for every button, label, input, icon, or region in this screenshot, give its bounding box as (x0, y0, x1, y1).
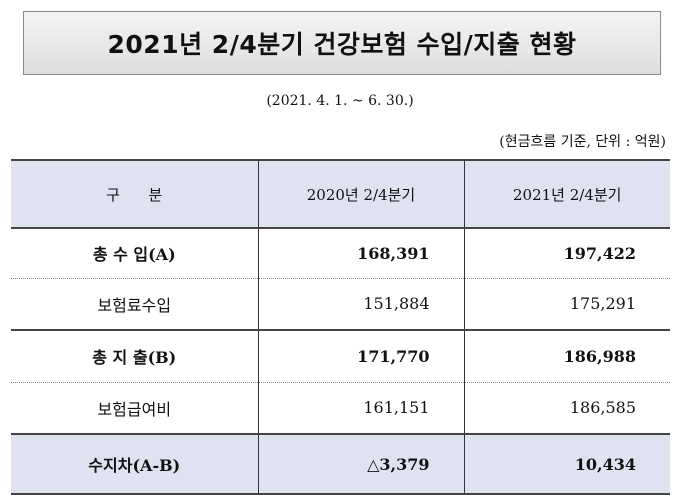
row-label: 보험급여비 (11, 382, 259, 435)
row-label: 총 지 출(B) (11, 330, 259, 383)
row-label: 수지차(A-B) (11, 434, 259, 495)
table-row-balance: 수지차(A-B) △3,379 10,434 (11, 434, 670, 495)
header-category: 구 분 (11, 159, 259, 229)
value-2020: 171,770 (258, 330, 465, 383)
table-row-insurance-benefits: 보험급여비 161,151 186,585 (11, 382, 670, 435)
table-header-row: 구 분 2020년 2/4분기 2021년 2/4분기 (11, 159, 670, 229)
value-2021: 186,988 (464, 330, 670, 383)
row-label: 총 수 입(A) (11, 228, 259, 279)
header-2021q2: 2021년 2/4분기 (464, 159, 670, 229)
table-row-total-expense: 총 지 출(B) 171,770 186,988 (11, 330, 670, 383)
page-title: 2021년 2/4분기 건강보험 수입/지출 현황 (23, 11, 661, 75)
value-2020: 151,884 (258, 278, 465, 331)
period-range: (2021. 4. 1. ~ 6. 30.) (266, 93, 414, 109)
revenue-expense-table: 구 분 2020년 2/4분기 2021년 2/4분기 총 수 입(A) 168… (11, 159, 670, 495)
value-2021: 186,585 (464, 382, 670, 435)
value-2020: △3,379 (258, 434, 465, 495)
header-2020q2: 2020년 2/4분기 (258, 159, 465, 229)
table-row-total-income: 총 수 입(A) 168,391 197,422 (11, 228, 670, 279)
table-row-premium-income: 보험료수입 151,884 175,291 (11, 278, 670, 331)
value-2021: 175,291 (464, 278, 670, 331)
unit-note: (현금흐름 기준, 단위 : 억원) (499, 134, 666, 150)
value-2021: 10,434 (464, 434, 670, 495)
value-2021: 197,422 (464, 228, 670, 279)
value-2020: 168,391 (258, 228, 465, 279)
value-2020: 161,151 (258, 382, 465, 435)
row-label: 보험료수입 (11, 278, 259, 331)
